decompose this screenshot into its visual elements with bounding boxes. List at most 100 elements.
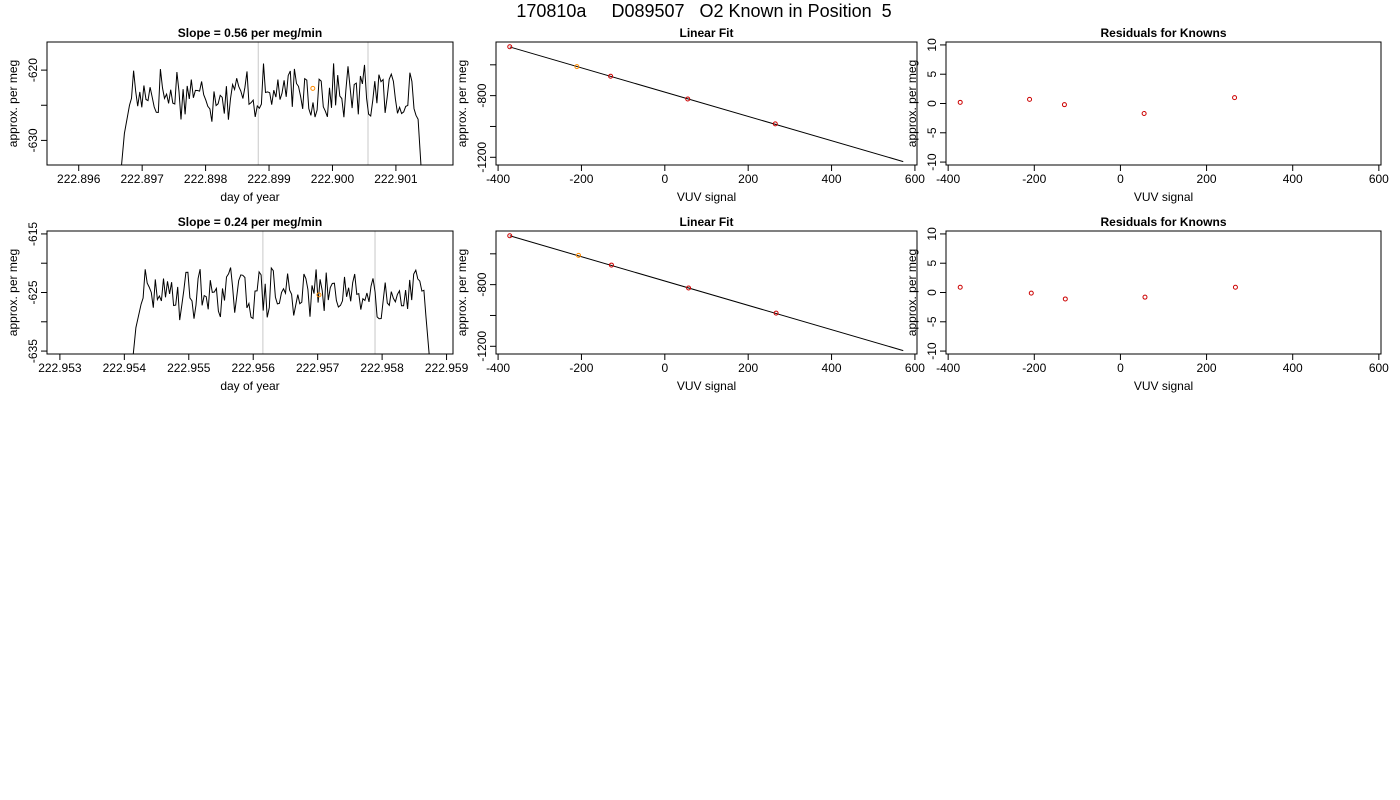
x-tick-label: 0 <box>661 172 668 186</box>
data-point <box>608 262 614 268</box>
y-tick-label: -10 <box>925 342 939 360</box>
x-tick-label: -400 <box>936 172 960 186</box>
plot-area <box>132 231 430 354</box>
panel-r2c1: Slope = 0.24 per meg/min day of year appro… <box>6 215 469 393</box>
y-axis-label: approx. per meg <box>6 249 20 336</box>
x-tick-label: 222.900 <box>311 172 355 186</box>
y-tick-label: 5 <box>925 260 939 267</box>
x-tick-label: 222.901 <box>374 172 418 186</box>
x-tick-label: 0 <box>1117 172 1124 186</box>
x-tick-label: 600 <box>905 172 925 186</box>
x-axis-label: VUV signal <box>677 190 736 204</box>
data-point <box>576 252 582 258</box>
x-tick-label: 222.896 <box>57 172 101 186</box>
x-tick-label: 0 <box>661 361 668 375</box>
x-tick-label: 0 <box>1117 361 1124 375</box>
x-tick-label: 400 <box>822 361 842 375</box>
x-axis-label: VUV signal <box>1134 190 1193 204</box>
data-point <box>1027 96 1033 102</box>
x-tick-label: -200 <box>569 361 593 375</box>
x-axis-label: VUV signal <box>1134 379 1193 393</box>
plot-area <box>507 44 904 163</box>
y-tick-label: -625 <box>26 280 40 304</box>
x-axis-label: day of year <box>220 379 279 393</box>
x-tick-label: 200 <box>1197 361 1217 375</box>
panel-r1c3: Residuals for Knowns VUV signal approx. pe… <box>905 26 1389 204</box>
y-tick-label: 5 <box>925 71 939 78</box>
x-tick-label: 222.953 <box>38 361 82 375</box>
fit-line <box>509 46 904 163</box>
panel-title: Slope = 0.24 per meg/min <box>178 215 322 229</box>
data-point <box>1142 294 1148 300</box>
plot-frame <box>945 41 1382 166</box>
y-tick-label: -620 <box>26 58 40 82</box>
x-tick-label: -400 <box>486 361 510 375</box>
fit-line <box>509 235 904 352</box>
y-axis-label: approx. per meg <box>455 249 469 336</box>
panel-title: Residuals for Knowns <box>1100 26 1226 40</box>
panel-r1c1: Slope = 0.56 per meg/min day of year appro… <box>6 26 454 204</box>
x-tick-label: 400 <box>1283 172 1303 186</box>
time-series-line <box>121 63 422 165</box>
panel-title: Slope = 0.56 per meg/min <box>178 26 322 40</box>
y-tick-label: 0 <box>925 100 939 107</box>
x-tick-label: -400 <box>936 361 960 375</box>
data-point <box>686 285 692 291</box>
y-tick-label: 10 <box>925 227 939 241</box>
y-tick-label: -630 <box>26 128 40 152</box>
panel-title: Linear Fit <box>679 26 733 40</box>
x-tick-label: -200 <box>1022 361 1046 375</box>
panel-r1c2: Linear Fit VUV signal approx. per meg -400 -… <box>455 26 925 204</box>
plot-frame <box>495 230 918 355</box>
y-tick-label: -5 <box>925 127 939 138</box>
x-tick-label: -400 <box>486 172 510 186</box>
panel-r2c3: Residuals for Knowns VUV signal approx. pe… <box>905 215 1389 393</box>
data-point <box>1028 290 1034 296</box>
plot-area <box>957 95 1238 116</box>
x-tick-label: -200 <box>1022 172 1046 186</box>
plot-area <box>957 284 1238 302</box>
x-tick-label: 600 <box>1369 172 1389 186</box>
y-tick-label: -10 <box>925 153 939 171</box>
y-axis-label: approx. per meg <box>455 60 469 147</box>
x-tick-label: 222.956 <box>232 361 276 375</box>
panel-title: Residuals for Knowns <box>1100 215 1226 229</box>
plot-frame <box>495 41 918 166</box>
data-point <box>507 233 513 239</box>
x-tick-label: 600 <box>905 361 925 375</box>
plot-area <box>121 42 422 165</box>
data-point <box>507 44 513 50</box>
x-axis-label: VUV signal <box>677 379 736 393</box>
y-axis-label: approx. per meg <box>905 249 919 336</box>
x-tick-label: 222.954 <box>103 361 147 375</box>
plot-frame <box>46 41 454 166</box>
data-point <box>773 310 779 316</box>
data-point <box>957 99 963 105</box>
x-tick-label: 200 <box>738 172 758 186</box>
data-point <box>1061 102 1067 108</box>
sample-marker <box>316 292 322 298</box>
sample-marker <box>310 85 316 91</box>
x-axis-label: day of year <box>220 190 279 204</box>
data-point <box>772 121 778 127</box>
data-point <box>608 73 614 79</box>
y-tick-label: -1200 <box>475 331 489 362</box>
x-tick-label: 222.899 <box>247 172 291 186</box>
x-tick-label: 222.957 <box>296 361 340 375</box>
data-point <box>1141 110 1147 116</box>
x-tick-label: 200 <box>1197 172 1217 186</box>
y-axis-label: approx. per meg <box>905 60 919 147</box>
data-point <box>574 64 580 70</box>
panel-title: Linear Fit <box>679 215 733 229</box>
y-tick-label: -635 <box>26 339 40 363</box>
x-tick-label: 400 <box>822 172 842 186</box>
x-tick-label: 600 <box>1369 361 1389 375</box>
x-tick-label: 200 <box>738 361 758 375</box>
x-tick-label: 222.955 <box>167 361 211 375</box>
data-point <box>1232 95 1238 101</box>
x-tick-label: -200 <box>569 172 593 186</box>
x-tick-label: 222.897 <box>120 172 164 186</box>
data-point <box>957 284 963 290</box>
